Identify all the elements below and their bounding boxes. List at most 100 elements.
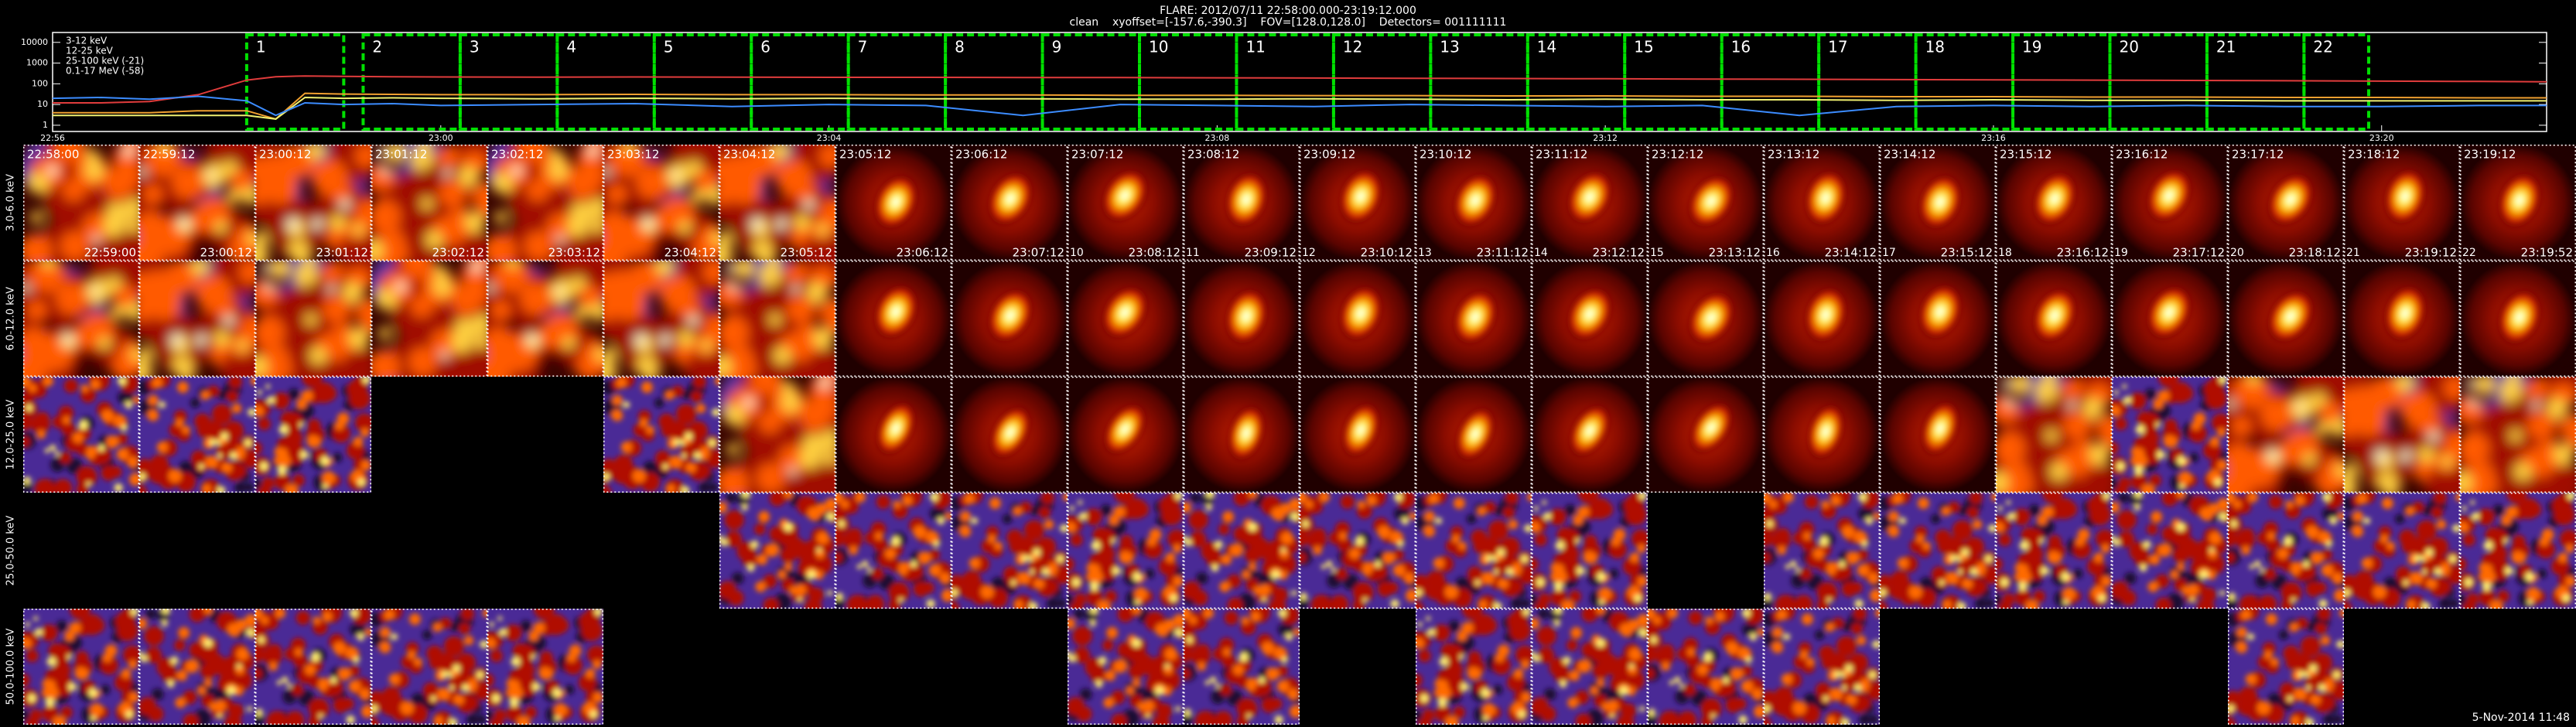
tile-border [1416, 493, 1532, 609]
tile-border [23, 261, 139, 377]
tile-image [603, 261, 719, 377]
tile-end-time: 23:04:12 [664, 246, 716, 260]
series-line [53, 75, 2547, 104]
tile-border [2112, 145, 2228, 261]
tile-border [1532, 145, 1648, 261]
tile-border [603, 145, 719, 261]
tile-start-time: 23:16:12 [2116, 148, 2168, 162]
tile-image [1184, 493, 1300, 609]
interval-box [1623, 33, 1724, 131]
interval-label: 5 [664, 38, 674, 56]
tile-image [2228, 377, 2344, 493]
tile-border [719, 493, 835, 609]
interval-box [944, 33, 1044, 131]
tile-image [835, 493, 951, 609]
tile-border [2460, 493, 2576, 609]
image-tile: 23:19:12 23:19:52 22 [2460, 145, 2576, 261]
tile-image [139, 377, 255, 493]
tile-image [23, 261, 139, 377]
interval-box [555, 33, 656, 131]
plot-frame [52, 32, 2547, 132]
image-tile [371, 261, 487, 377]
tile-image [1764, 493, 1880, 609]
tile-image [719, 145, 835, 261]
interval-label: 12 [1343, 38, 1362, 56]
source [2498, 173, 2541, 227]
source [1569, 404, 1611, 457]
interval-label: 18 [1925, 38, 1945, 56]
tile-image [487, 145, 603, 261]
tile-border [2460, 145, 2576, 261]
interval-label: 4 [566, 38, 576, 56]
tile-border [1184, 261, 1300, 377]
tile-border [1764, 609, 1880, 725]
tile-border [1532, 493, 1648, 609]
tile-start-time: 23:14:12 [1884, 148, 1935, 162]
interval-box [1235, 33, 1335, 131]
tile-border [1184, 145, 1300, 261]
row-label: 25.0-50.0 keV [5, 516, 17, 586]
tile-border [1532, 609, 1648, 725]
tile-image [2112, 377, 2228, 493]
source [2498, 290, 2541, 344]
tile-start-time: 23:02:12 [491, 148, 543, 162]
tile-border [1880, 377, 1996, 493]
tile-border [371, 609, 487, 725]
interval-box [1429, 33, 1529, 131]
tile-end-time: 23:16:12 [2057, 246, 2109, 260]
image-tile [2344, 377, 2460, 493]
tile-start-time: 23:15:12 [2000, 148, 2052, 162]
image-tile [1880, 377, 1996, 493]
image-tile [1880, 261, 1996, 377]
image-tile [2344, 261, 2460, 377]
tile-border [2228, 145, 2344, 261]
image-tile [1068, 377, 1184, 493]
title: FLARE: 2012/07/11 22:58:00.000-23:19:12.… [1160, 5, 1416, 17]
tile-border [1996, 493, 2112, 609]
source [2032, 288, 2077, 343]
interval-label: 16 [1731, 38, 1751, 56]
tile-image [255, 377, 371, 493]
tile-border [1416, 377, 1532, 493]
interval-label: 21 [2216, 38, 2236, 56]
tile-image [1416, 609, 1532, 725]
interval-label: 22 [2313, 38, 2332, 56]
image-tile [139, 377, 255, 493]
source [2383, 285, 2427, 341]
tile-border [1648, 145, 1764, 261]
tile-image [1648, 609, 1764, 725]
tile-border [139, 377, 255, 493]
tile-start-time: 23:11:12 [1536, 148, 1587, 162]
tile-border [2344, 261, 2460, 377]
tile-border [1764, 493, 1880, 609]
tile-image [139, 261, 255, 377]
image-tile: 22:59:12 23:00:12 [139, 145, 255, 261]
tile-image [2112, 493, 2228, 609]
tile-start-time: 22:59:12 [143, 148, 195, 162]
tile-border [139, 145, 255, 261]
tile-image [23, 145, 139, 261]
source [988, 289, 1033, 342]
tile-image [2344, 377, 2460, 493]
tile-border [255, 261, 371, 377]
tile-border [951, 377, 1068, 493]
tile-border [2112, 261, 2228, 377]
tile-image [2460, 493, 2576, 609]
tile-interval-number: 22 [2462, 247, 2476, 259]
tile-end-time: 23:01:12 [316, 246, 368, 260]
y-tick-label: 10000 [21, 37, 48, 47]
tile-border [1880, 145, 1996, 261]
interval-label: 13 [1440, 38, 1459, 56]
interval-label: 8 [955, 38, 965, 56]
tile-start-time: 23:13:12 [1768, 148, 1819, 162]
tile-start-time: 23:03:12 [607, 148, 659, 162]
tile-end-time: 23:00:12 [200, 246, 252, 260]
image-tile [2460, 261, 2576, 377]
tile-end-time: 23:13:12 [1709, 246, 1761, 260]
tile-border [603, 261, 719, 377]
tile-border [139, 261, 255, 377]
image-tile: 23:08:12 23:09:12 11 [1184, 145, 1300, 261]
tile-border [1300, 377, 1416, 493]
tile-image [2228, 609, 2344, 725]
tile-interval-number: 20 [2230, 247, 2244, 259]
